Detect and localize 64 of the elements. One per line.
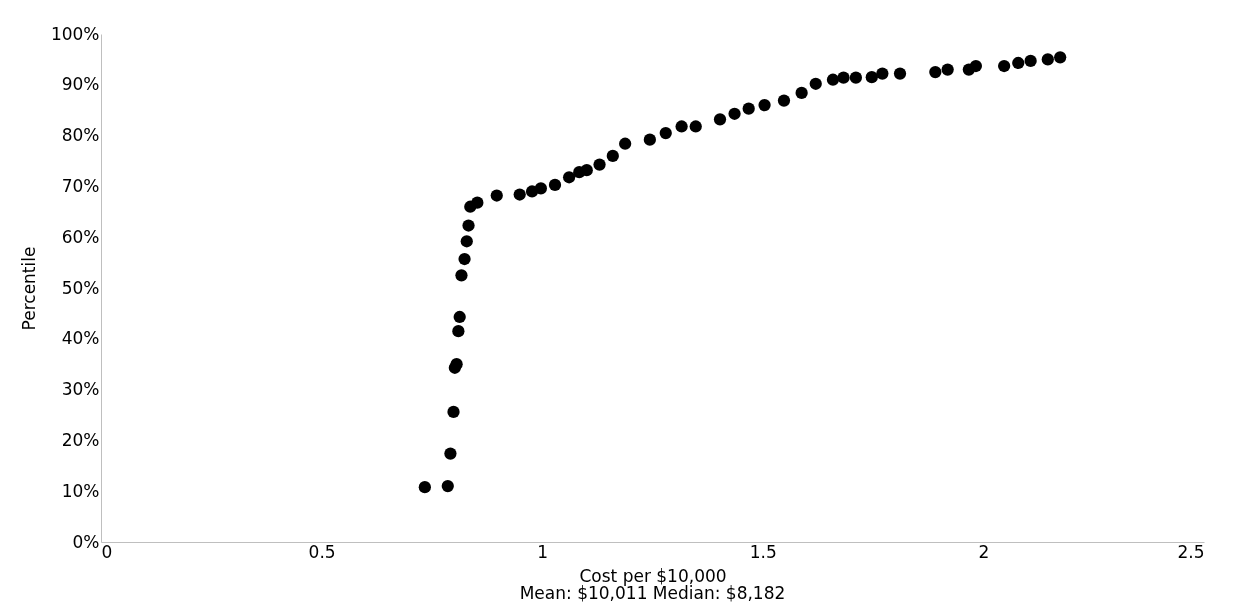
y-tick-label: 90% bbox=[61, 74, 100, 95]
point bbox=[675, 120, 688, 133]
point bbox=[548, 178, 562, 191]
point bbox=[455, 269, 468, 282]
point bbox=[606, 149, 619, 163]
point bbox=[1012, 56, 1025, 70]
y-tick-label: 50% bbox=[61, 277, 100, 298]
point bbox=[453, 310, 466, 324]
point bbox=[452, 325, 465, 338]
point bbox=[758, 99, 771, 112]
point bbox=[1041, 53, 1054, 66]
point bbox=[826, 73, 840, 86]
point bbox=[742, 102, 755, 115]
x-tick-label: 0 bbox=[101, 541, 113, 562]
y-tick-label: 10% bbox=[61, 480, 100, 501]
point bbox=[418, 481, 431, 494]
point bbox=[643, 133, 656, 146]
point bbox=[893, 67, 907, 80]
point bbox=[471, 196, 484, 209]
point bbox=[444, 447, 457, 460]
y-tick-label: 60% bbox=[61, 226, 100, 247]
point bbox=[593, 158, 606, 171]
point bbox=[941, 63, 954, 76]
point bbox=[689, 120, 702, 133]
y-tick-label: 70% bbox=[61, 175, 100, 196]
x-tick-label: 2.5 bbox=[1177, 541, 1205, 562]
point bbox=[462, 219, 475, 232]
x-tick-label: 1 bbox=[537, 541, 549, 562]
y-axis-title: Percentile bbox=[18, 246, 39, 331]
point bbox=[777, 94, 791, 107]
point bbox=[460, 235, 473, 248]
point bbox=[490, 189, 503, 202]
point bbox=[458, 252, 471, 266]
point bbox=[513, 188, 526, 201]
x-tick-label: 2 bbox=[978, 541, 990, 562]
x-axis-title: Cost per $10,000 bbox=[579, 565, 727, 586]
point bbox=[619, 137, 632, 150]
point bbox=[1024, 54, 1037, 68]
point bbox=[562, 171, 576, 184]
point bbox=[441, 480, 454, 493]
point bbox=[659, 126, 672, 140]
point bbox=[809, 77, 822, 90]
y-tick-label: 20% bbox=[61, 429, 100, 450]
point bbox=[1054, 51, 1067, 64]
point bbox=[447, 405, 460, 419]
point bbox=[998, 59, 1011, 73]
point bbox=[728, 107, 741, 120]
y-tick-label: 30% bbox=[61, 379, 100, 400]
point bbox=[969, 59, 983, 73]
point bbox=[713, 113, 727, 126]
y-tick-label: 100% bbox=[50, 23, 100, 44]
point bbox=[865, 71, 878, 84]
x-tick-label: 1.5 bbox=[749, 541, 777, 562]
point bbox=[837, 71, 850, 84]
point bbox=[876, 67, 889, 80]
y-tick-label: 80% bbox=[61, 125, 100, 146]
y-tick-label: 40% bbox=[61, 328, 100, 349]
point bbox=[580, 164, 593, 177]
point bbox=[534, 182, 547, 195]
point bbox=[929, 65, 942, 79]
point bbox=[849, 71, 863, 84]
y-tick-label: 0% bbox=[72, 531, 100, 552]
point bbox=[795, 86, 808, 100]
x-tick-label: 0.5 bbox=[308, 541, 336, 562]
